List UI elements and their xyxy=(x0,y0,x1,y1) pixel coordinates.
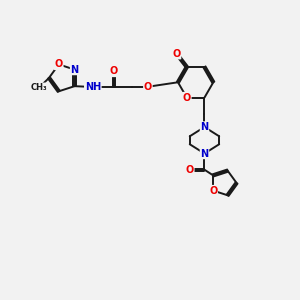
Text: N: N xyxy=(70,64,79,75)
Text: O: O xyxy=(55,59,63,69)
Text: N: N xyxy=(200,122,208,132)
Text: N: N xyxy=(200,148,208,158)
Text: O: O xyxy=(110,66,118,76)
Text: NH: NH xyxy=(85,82,101,92)
Text: O: O xyxy=(186,165,194,175)
Text: O: O xyxy=(172,49,181,59)
Text: O: O xyxy=(144,82,152,92)
Text: O: O xyxy=(209,186,217,196)
Text: CH₃: CH₃ xyxy=(30,83,47,92)
Text: O: O xyxy=(183,93,191,103)
